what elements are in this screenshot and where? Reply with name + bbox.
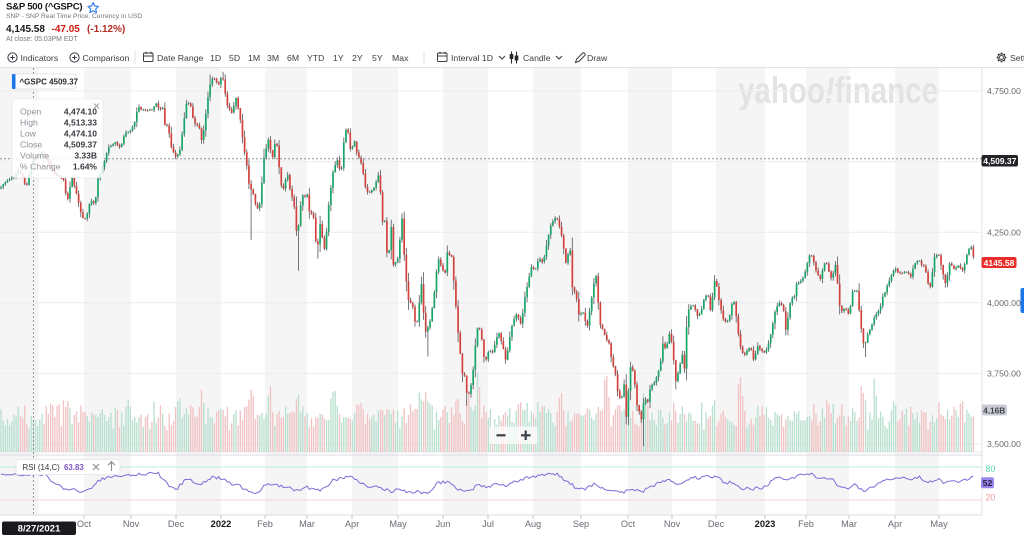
svg-text:Max: Max (392, 53, 409, 63)
svg-text:4,509.37: 4,509.37 (64, 140, 97, 150)
svg-text:63.83: 63.83 (64, 463, 84, 472)
svg-text:1.64%: 1.64% (73, 162, 98, 172)
svg-text:1D: 1D (210, 53, 221, 63)
svg-text:^GSPC 4509.37: ^GSPC 4509.37 (20, 78, 79, 87)
svg-text:RSI (14,C): RSI (14,C) (23, 463, 61, 472)
svg-text:Nov: Nov (664, 519, 681, 529)
svg-text:5D: 5D (229, 53, 240, 63)
svg-text:Close: Close (20, 140, 42, 150)
svg-text:5Y: 5Y (372, 53, 383, 63)
svg-text:Oct: Oct (621, 519, 636, 529)
svg-text:Settings: Settings (1010, 53, 1024, 63)
svg-text:Nov: Nov (123, 519, 140, 529)
svg-text:Low: Low (20, 129, 37, 139)
svg-text:52: 52 (983, 478, 993, 488)
svg-text:1Y: 1Y (333, 53, 344, 63)
svg-text:-47.05: -47.05 (52, 24, 81, 35)
svg-text:1M: 1M (248, 53, 260, 63)
svg-text:S&P 500 (^GSPC): S&P 500 (^GSPC) (6, 1, 82, 12)
svg-text:Aug: Aug (525, 519, 541, 529)
svg-text:Mar: Mar (841, 519, 857, 529)
svg-text:Apr: Apr (345, 519, 359, 529)
svg-text:Candle: Candle (523, 53, 551, 63)
svg-text:High: High (20, 118, 38, 128)
svg-text:YTD: YTD (307, 53, 324, 63)
svg-text:3.33B: 3.33B (74, 151, 97, 161)
svg-text:20: 20 (986, 493, 996, 503)
svg-text:At close: 05:03PM EDT: At close: 05:03PM EDT (6, 36, 78, 43)
svg-text:Dec: Dec (168, 519, 185, 529)
svg-text:Draw: Draw (587, 53, 608, 63)
svg-text:4,509.37: 4,509.37 (983, 156, 1016, 166)
svg-text:May: May (389, 519, 407, 529)
svg-text:80: 80 (986, 464, 996, 474)
svg-text:Jun: Jun (436, 519, 451, 529)
svg-text:2022: 2022 (211, 519, 232, 529)
svg-text:3,750.00: 3,750.00 (987, 369, 1021, 379)
svg-text:2023: 2023 (755, 519, 776, 529)
svg-text:Apr: Apr (888, 519, 902, 529)
svg-text:4,750.00: 4,750.00 (987, 86, 1021, 96)
svg-text:4,474.10: 4,474.10 (64, 129, 97, 139)
svg-text:Feb: Feb (257, 519, 273, 529)
svg-text:4,250.00: 4,250.00 (987, 227, 1021, 237)
svg-text:Open: Open (20, 107, 41, 117)
svg-text:3,500.00: 3,500.00 (987, 439, 1021, 449)
svg-text:2Y: 2Y (352, 53, 363, 63)
svg-text:Comparison: Comparison (83, 53, 130, 63)
svg-text:Mar: Mar (299, 519, 315, 529)
svg-text:Date Range: Date Range (157, 53, 204, 63)
svg-text:4,513.33: 4,513.33 (64, 118, 97, 128)
svg-text:Jul: Jul (482, 519, 494, 529)
svg-text:4,000.00: 4,000.00 (987, 298, 1021, 308)
svg-text:% Change: % Change (20, 162, 61, 172)
svg-text:4,474.10: 4,474.10 (64, 107, 97, 117)
svg-text:6M: 6M (287, 53, 299, 63)
svg-text:4.16B: 4.16B (983, 405, 1005, 415)
svg-text:Oct: Oct (77, 519, 92, 529)
svg-text:Volume: Volume (20, 151, 49, 161)
svg-text:Feb: Feb (798, 519, 814, 529)
svg-text:8/27/2021: 8/27/2021 (18, 524, 61, 535)
svg-text:(-1.12%): (-1.12%) (87, 24, 125, 35)
svg-text:Indicators: Indicators (21, 53, 59, 63)
svg-text:SNP - SNP Real Time Price. Cur: SNP - SNP Real Time Price. Currency in U… (6, 13, 142, 20)
svg-text:4145.58: 4145.58 (984, 258, 1015, 268)
svg-text:3M: 3M (267, 53, 279, 63)
svg-text:Sep: Sep (573, 519, 589, 529)
svg-text:May: May (930, 519, 948, 529)
svg-text:4,145.58: 4,145.58 (6, 24, 45, 35)
svg-text:Dec: Dec (708, 519, 725, 529)
svg-text:Interval 1D: Interval 1D (451, 53, 493, 63)
